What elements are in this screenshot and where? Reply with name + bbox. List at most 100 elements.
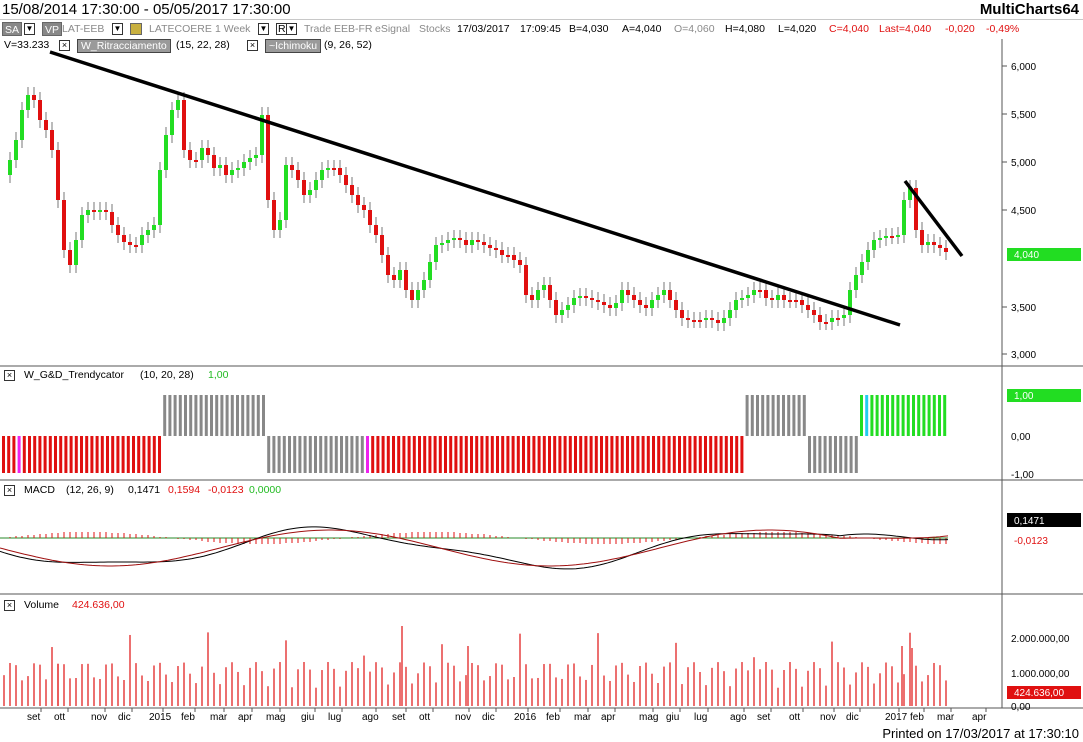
candle-body	[794, 300, 798, 302]
trendy-bar	[69, 436, 73, 473]
candle-body	[842, 315, 846, 318]
trendy-bar	[626, 436, 629, 473]
candlestick-series[interactable]	[8, 87, 948, 331]
trendy-bar	[459, 436, 463, 473]
trendy-bar	[600, 436, 603, 473]
candle-body	[152, 225, 156, 230]
time-tick-label: lug	[328, 712, 341, 723]
candle-body	[782, 295, 786, 300]
candle-body	[68, 250, 72, 265]
trendy-bar	[730, 436, 733, 473]
close-macd-icon[interactable]: ×	[4, 485, 15, 496]
vp-button[interactable]: VP	[42, 22, 63, 36]
candle-body	[650, 300, 654, 308]
trendy-bar	[761, 395, 765, 436]
candle-body	[62, 200, 66, 250]
sa-dropdown[interactable]: ▼	[24, 23, 35, 35]
macd-name: MACD	[24, 484, 55, 496]
trendy-bar	[865, 395, 869, 436]
trendy-bar	[828, 436, 832, 473]
candle-body	[638, 300, 642, 305]
trendy-bar	[454, 436, 458, 473]
trendy-bar	[340, 436, 343, 473]
indicator1-name[interactable]: W_Ritracciamento	[77, 39, 171, 53]
color-swatch[interactable]	[130, 23, 142, 35]
candle-body	[728, 310, 732, 318]
quote-ask: A=4,040	[622, 23, 662, 35]
quote-open: O=4,060	[674, 23, 715, 35]
trendy-bar	[724, 436, 728, 473]
close-indicator2-icon[interactable]: ×	[247, 40, 258, 51]
trendy-bar	[620, 436, 624, 473]
symbol-name: LATECOERE	[149, 23, 212, 35]
trendy-bar	[407, 436, 411, 473]
trendy-bar	[631, 436, 635, 473]
time-tick-label: mar	[937, 712, 955, 723]
candle-body	[92, 210, 96, 212]
trendy-bar	[667, 436, 671, 473]
trendy-value-tag-text: 1,00	[1014, 391, 1034, 402]
time-tick-label: nov	[91, 712, 107, 723]
candle-body	[164, 135, 168, 170]
trendline-short[interactable]	[903, 179, 964, 258]
trendy-bar	[251, 395, 255, 436]
candle-body	[668, 290, 672, 300]
macd-zero: 0,0000	[249, 484, 282, 496]
candle-body	[242, 162, 246, 168]
candle-body	[122, 235, 126, 242]
time-tick-label: mag	[266, 712, 285, 723]
indicator2-name[interactable]: ~Ichimoku	[265, 39, 322, 53]
trendy-bar	[787, 395, 791, 436]
time-tick-label: 2017	[885, 712, 908, 723]
chart-date-range: 15/08/2014 17:30:00 - 05/05/2017 17:30:0…	[2, 1, 291, 18]
app-name: MultiCharts64	[979, 1, 1079, 18]
trendy-bar	[444, 436, 447, 473]
trendy-bar	[657, 436, 661, 473]
candle-body	[20, 110, 24, 140]
candle-body	[944, 248, 948, 252]
category-label: Stocks	[419, 23, 451, 35]
time-tick-label: mar	[210, 712, 228, 723]
candle-body	[50, 130, 54, 150]
trendy-bar	[854, 436, 858, 473]
candle-body	[344, 175, 348, 185]
close-trendy-icon[interactable]: ×	[4, 370, 15, 381]
candle-body	[632, 295, 636, 300]
trendy-bar	[475, 436, 479, 473]
candle-body	[116, 225, 120, 235]
trendy-bar	[360, 436, 364, 473]
trendy-bar	[277, 436, 281, 473]
candle-body	[554, 300, 558, 315]
trendy-bar	[412, 436, 416, 473]
candle-body	[674, 300, 678, 310]
trendy-bar	[168, 395, 172, 436]
trendy-bar	[282, 436, 286, 473]
candle-body	[908, 188, 912, 200]
trendy-bar	[693, 436, 697, 473]
trendy-bar	[428, 436, 432, 473]
close-indicator1-icon[interactable]: ×	[59, 40, 70, 51]
macd-value-tag: 0,1471	[1007, 513, 1081, 527]
trendy-bar	[194, 395, 198, 436]
trendy-bar	[605, 436, 609, 473]
sa-button[interactable]: SA	[2, 22, 23, 36]
last-price-tag: 4,040	[1007, 248, 1081, 261]
trendline-long[interactable]	[49, 50, 901, 327]
time-tick-label: feb	[181, 712, 195, 723]
candle-body	[704, 318, 708, 320]
trendy-bar	[844, 436, 848, 473]
provider-label: eSignal	[375, 23, 411, 35]
trendy-bar	[433, 436, 437, 473]
trendy-bar	[90, 436, 94, 473]
close-volume-icon[interactable]: ×	[4, 600, 15, 611]
symbol-dropdown[interactable]: ▼	[112, 23, 123, 35]
price-axis: 6,000 5,500 5,000 4,500 3,500 3,000	[1002, 62, 1036, 361]
candle-body	[458, 238, 462, 240]
trendy-bar	[917, 395, 921, 436]
interval-dropdown[interactable]: ▼	[258, 23, 269, 35]
printed-timestamp: Printed on 17/03/2017 at 17:30:10	[882, 726, 1079, 741]
trendy-bar	[766, 395, 770, 436]
candle-body	[332, 168, 336, 170]
r-dropdown[interactable]: ▼	[286, 23, 297, 35]
